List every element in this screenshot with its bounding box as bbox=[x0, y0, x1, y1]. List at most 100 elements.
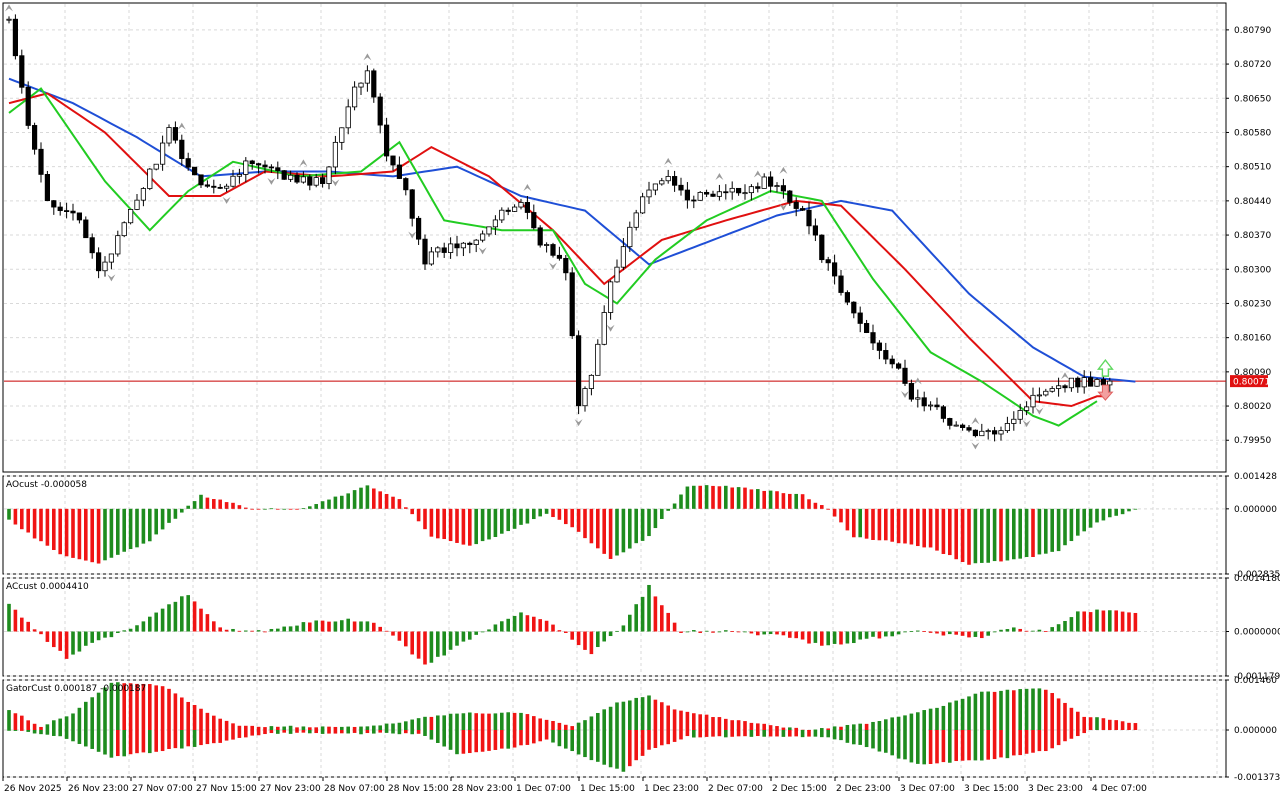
histogram-bar bbox=[845, 729, 850, 743]
bearish-candle bbox=[524, 202, 531, 213]
histogram-bar bbox=[820, 631, 824, 646]
histogram-bar bbox=[736, 487, 741, 509]
histogram-bar bbox=[557, 729, 562, 747]
histogram-bar bbox=[327, 729, 331, 734]
histogram-bar bbox=[1088, 612, 1093, 632]
bullish-candle bbox=[492, 219, 499, 228]
histogram-bar bbox=[992, 508, 997, 562]
histogram-bar bbox=[640, 596, 645, 632]
histogram-bar bbox=[756, 631, 760, 636]
histogram-bar bbox=[154, 729, 158, 752]
histogram-bar bbox=[781, 631, 786, 636]
histogram-bar bbox=[39, 631, 43, 635]
histogram-bar bbox=[845, 724, 850, 730]
histogram-bar bbox=[1108, 719, 1112, 730]
histogram-bar bbox=[231, 628, 235, 632]
histogram-bar bbox=[244, 630, 248, 632]
histogram-bar bbox=[372, 725, 376, 730]
x-tick-label: 26 Nov 2025 bbox=[4, 784, 62, 794]
histogram-bar bbox=[596, 729, 600, 762]
histogram-bar bbox=[724, 729, 728, 738]
histogram-bar bbox=[340, 729, 344, 734]
histogram-bar bbox=[224, 629, 229, 632]
histogram-bar bbox=[160, 686, 165, 730]
histogram-bar bbox=[935, 729, 939, 764]
histogram-bar bbox=[800, 494, 805, 509]
histogram-bar bbox=[1076, 611, 1080, 632]
histogram-bar bbox=[244, 507, 248, 509]
x-tick-label: 3 Dec 07:00 bbox=[900, 784, 955, 794]
bullish-candle bbox=[153, 163, 159, 170]
histogram-bar bbox=[570, 631, 574, 640]
histogram-bar bbox=[77, 707, 82, 730]
y-tick-label: 0.000000 bbox=[1234, 505, 1277, 515]
bearish-candle bbox=[275, 167, 281, 172]
histogram-bar bbox=[672, 503, 677, 509]
y-tick-label: -0.0011790 bbox=[1234, 672, 1280, 682]
histogram-bar bbox=[692, 630, 696, 632]
histogram-bar bbox=[717, 729, 722, 737]
histogram-bar bbox=[519, 508, 523, 525]
y-tick-label: 0.80020 bbox=[1234, 402, 1271, 412]
histogram-bar bbox=[532, 716, 536, 730]
histogram-bar bbox=[621, 701, 626, 730]
fractal-down-icon bbox=[1035, 407, 1044, 415]
histogram-bar bbox=[858, 729, 862, 745]
histogram-bar bbox=[218, 499, 222, 509]
histogram-bar bbox=[116, 631, 120, 634]
bearish-candle bbox=[383, 124, 390, 157]
histogram-bar bbox=[500, 621, 504, 632]
histogram-bar bbox=[909, 729, 914, 763]
histogram-bar bbox=[282, 726, 286, 730]
histogram-bar bbox=[768, 729, 773, 737]
histogram-bar bbox=[333, 729, 338, 734]
histogram-bar bbox=[231, 723, 235, 730]
bullish-candle bbox=[1004, 423, 1011, 432]
bearish-candle bbox=[25, 86, 31, 126]
histogram-bar bbox=[544, 729, 549, 740]
histogram-bar bbox=[864, 729, 869, 748]
histogram-bar bbox=[807, 631, 811, 644]
histogram-bar bbox=[903, 631, 907, 633]
histogram-bar bbox=[1031, 630, 1035, 632]
histogram-bar bbox=[39, 508, 43, 542]
histogram-bar bbox=[180, 596, 184, 632]
histogram-bar bbox=[973, 508, 978, 564]
bullish-candle bbox=[6, 18, 12, 21]
histogram-bar bbox=[90, 697, 94, 730]
histogram-bar bbox=[52, 631, 56, 648]
bearish-candle bbox=[844, 292, 851, 303]
histogram-bar bbox=[583, 508, 587, 539]
histogram-bar bbox=[967, 508, 971, 565]
histogram-bar bbox=[743, 631, 747, 633]
bearish-candle bbox=[896, 363, 902, 369]
histogram-bar bbox=[685, 729, 690, 737]
histogram-bar bbox=[826, 631, 830, 646]
histogram-bar bbox=[493, 713, 498, 730]
histogram-bar bbox=[276, 628, 280, 632]
histogram-bar bbox=[122, 729, 126, 757]
histogram-bar bbox=[365, 485, 370, 509]
histogram-bar bbox=[173, 729, 178, 749]
histogram-bar bbox=[250, 729, 254, 736]
histogram-bar bbox=[903, 729, 907, 760]
histogram-bar bbox=[570, 508, 574, 528]
histogram-bar bbox=[967, 696, 971, 730]
histogram-bar bbox=[199, 708, 203, 730]
histogram-bar bbox=[500, 712, 504, 730]
histogram-bar bbox=[775, 729, 779, 737]
histogram-bar bbox=[890, 631, 894, 637]
histogram-bar bbox=[199, 494, 203, 509]
histogram-bar bbox=[653, 729, 658, 748]
x-tick-label: 1 Dec 23:00 bbox=[644, 784, 699, 794]
histogram-bar bbox=[756, 723, 760, 730]
x-tick-label: 28 Nov 07:00 bbox=[324, 784, 385, 794]
histogram-bar bbox=[20, 617, 24, 632]
histogram-bar bbox=[570, 726, 574, 730]
histogram-bar bbox=[148, 508, 152, 542]
histogram-bar bbox=[269, 726, 274, 730]
histogram-bar bbox=[148, 684, 152, 730]
bullish-candle bbox=[1056, 385, 1062, 389]
histogram-bar bbox=[532, 508, 536, 520]
histogram-bar bbox=[800, 729, 805, 738]
